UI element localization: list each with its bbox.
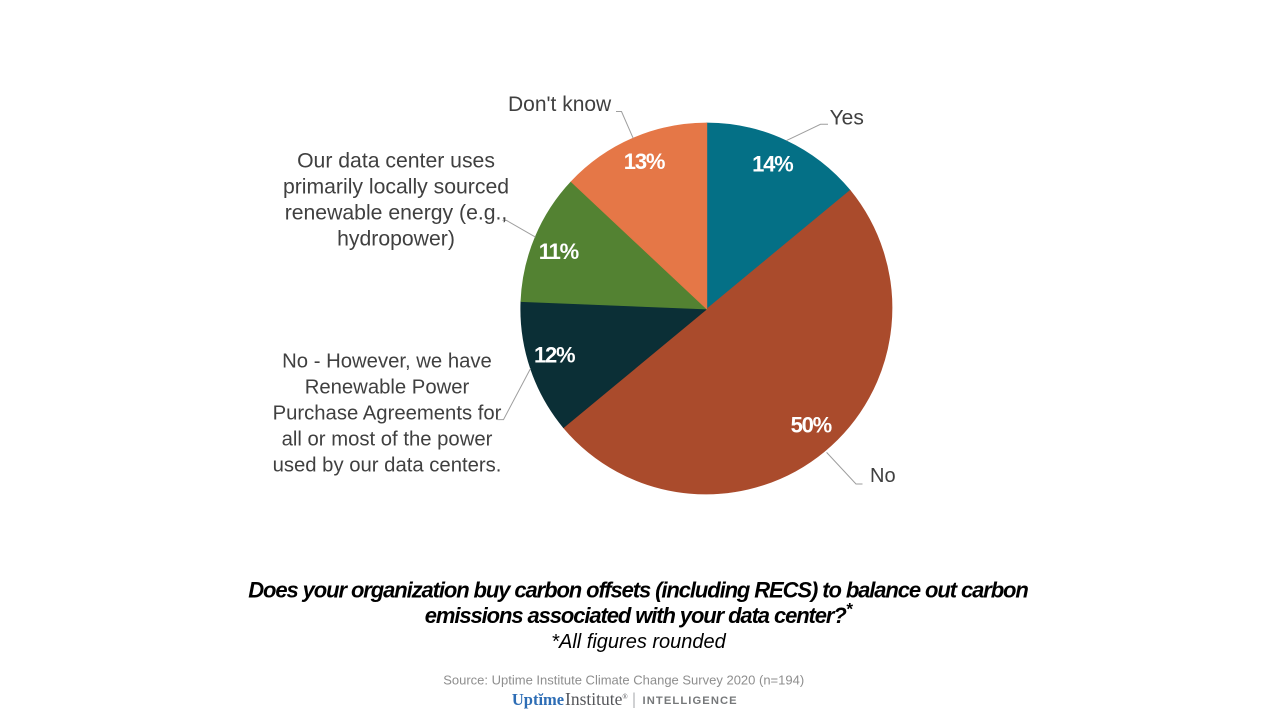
svg-text:primarily locally sourced: primarily locally sourced — [283, 175, 509, 198]
svg-text:INTELLIGENCE: INTELLIGENCE — [643, 695, 738, 707]
svg-text:Institute®: Institute® — [565, 689, 628, 709]
svg-text:hydropower): hydropower) — [337, 227, 455, 250]
svg-text:emissions associated with your: emissions associated with your data cent… — [425, 600, 854, 629]
svg-text:Our data center uses: Our data center uses — [297, 149, 495, 172]
svg-text:No - However, we have: No - However, we have — [282, 350, 492, 372]
svg-text:11%: 11% — [539, 239, 579, 264]
svg-text:12%: 12% — [534, 343, 575, 368]
svg-text:Renewable Power: Renewable Power — [305, 376, 470, 398]
svg-text:Does your organization buy car: Does your organization buy carbon offset… — [248, 578, 1028, 603]
svg-text:all or most of the power: all or most of the power — [282, 428, 493, 450]
svg-text:*All figures rounded: *All figures rounded — [551, 631, 726, 653]
svg-text:13%: 13% — [624, 149, 665, 174]
svg-text:Source: Uptime Institute Clima: Source: Uptime Institute Climate Change … — [443, 673, 804, 688]
svg-text:No: No — [870, 465, 896, 487]
svg-text:Don't know: Don't know — [508, 93, 612, 116]
svg-text:Yes: Yes — [830, 107, 864, 130]
svg-text:used by our data centers.: used by our data centers. — [273, 454, 502, 476]
svg-text:Uptĭme: Uptĭme — [512, 690, 564, 709]
svg-text:Purchase Agreements for: Purchase Agreements for — [273, 402, 502, 424]
svg-text:renewable energy (e.g.,: renewable energy (e.g., — [285, 201, 508, 224]
svg-text:50%: 50% — [791, 412, 832, 437]
svg-text:14%: 14% — [752, 151, 793, 176]
